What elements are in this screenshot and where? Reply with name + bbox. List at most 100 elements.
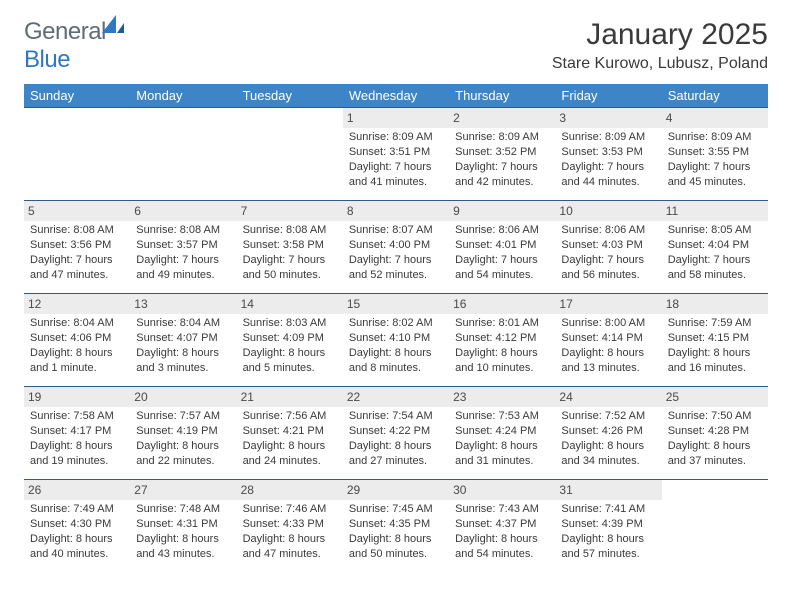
day-number: 18: [662, 294, 768, 314]
daylight-text: Daylight: 8 hours: [30, 346, 124, 361]
daylight-text: and 54 minutes.: [455, 268, 549, 283]
calendar-cell: 26Sunrise: 7:49 AMSunset: 4:30 PMDayligh…: [24, 480, 130, 573]
month-title: January 2025: [552, 18, 768, 51]
col-monday: Monday: [130, 84, 236, 108]
calendar-cell: 9Sunrise: 8:06 AMSunset: 4:01 PMDaylight…: [449, 201, 555, 294]
sunrise-text: Sunrise: 7:56 AM: [243, 409, 337, 424]
col-thursday: Thursday: [449, 84, 555, 108]
daylight-text: Daylight: 8 hours: [136, 532, 230, 547]
sunrise-text: Sunrise: 7:50 AM: [668, 409, 762, 424]
calendar-week: 5Sunrise: 8:08 AMSunset: 3:56 PMDaylight…: [24, 201, 768, 294]
daylight-text: Daylight: 8 hours: [243, 346, 337, 361]
daylight-text: and 27 minutes.: [349, 454, 443, 469]
day-number: 25: [662, 387, 768, 407]
sunset-text: Sunset: 4:39 PM: [561, 517, 655, 532]
day-number: [237, 108, 343, 128]
calendar-cell: 20Sunrise: 7:57 AMSunset: 4:19 PMDayligh…: [130, 387, 236, 480]
day-number: 7: [237, 201, 343, 221]
calendar-cell: [237, 108, 343, 201]
sunset-text: Sunset: 4:37 PM: [455, 517, 549, 532]
sunrise-text: Sunrise: 8:03 AM: [243, 316, 337, 331]
sunrise-text: Sunrise: 7:54 AM: [349, 409, 443, 424]
calendar-cell: 16Sunrise: 8:01 AMSunset: 4:12 PMDayligh…: [449, 294, 555, 387]
title-block: January 2025 Stare Kurowo, Lubusz, Polan…: [552, 18, 768, 73]
day-number: 16: [449, 294, 555, 314]
day-number: 20: [130, 387, 236, 407]
daylight-text: Daylight: 7 hours: [455, 253, 549, 268]
calendar-cell: 3Sunrise: 8:09 AMSunset: 3:53 PMDaylight…: [555, 108, 661, 201]
daylight-text: and 40 minutes.: [30, 547, 124, 562]
day-number: [24, 108, 130, 128]
sunset-text: Sunset: 3:57 PM: [136, 238, 230, 253]
calendar-cell: 31Sunrise: 7:41 AMSunset: 4:39 PMDayligh…: [555, 480, 661, 573]
calendar-cell: 4Sunrise: 8:09 AMSunset: 3:55 PMDaylight…: [662, 108, 768, 201]
sunset-text: Sunset: 4:04 PM: [668, 238, 762, 253]
daylight-text: Daylight: 7 hours: [455, 160, 549, 175]
day-number: 12: [24, 294, 130, 314]
daylight-text: and 34 minutes.: [561, 454, 655, 469]
daylight-text: and 56 minutes.: [561, 268, 655, 283]
sunrise-text: Sunrise: 8:02 AM: [349, 316, 443, 331]
daylight-text: Daylight: 7 hours: [668, 160, 762, 175]
sunrise-text: Sunrise: 8:06 AM: [455, 223, 549, 238]
day-number: 2: [449, 108, 555, 128]
daylight-text: and 10 minutes.: [455, 361, 549, 376]
day-number: 10: [555, 201, 661, 221]
calendar-page: GeneralBlue January 2025 Stare Kurowo, L…: [0, 0, 792, 612]
sunset-text: Sunset: 4:03 PM: [561, 238, 655, 253]
calendar-cell: 11Sunrise: 8:05 AMSunset: 4:04 PMDayligh…: [662, 201, 768, 294]
col-wednesday: Wednesday: [343, 84, 449, 108]
day-number: 19: [24, 387, 130, 407]
daylight-text: Daylight: 7 hours: [349, 253, 443, 268]
daylight-text: Daylight: 7 hours: [668, 253, 762, 268]
calendar-cell: 14Sunrise: 8:03 AMSunset: 4:09 PMDayligh…: [237, 294, 343, 387]
daylight-text: Daylight: 8 hours: [243, 532, 337, 547]
daylight-text: Daylight: 8 hours: [349, 439, 443, 454]
daylight-text: Daylight: 7 hours: [30, 253, 124, 268]
calendar-cell: [24, 108, 130, 201]
day-number: 28: [237, 480, 343, 500]
day-number: 31: [555, 480, 661, 500]
day-number: 21: [237, 387, 343, 407]
col-sunday: Sunday: [24, 84, 130, 108]
daylight-text: and 37 minutes.: [668, 454, 762, 469]
day-number: 14: [237, 294, 343, 314]
daylight-text: and 47 minutes.: [30, 268, 124, 283]
calendar-cell: 1Sunrise: 8:09 AMSunset: 3:51 PMDaylight…: [343, 108, 449, 201]
daylight-text: and 22 minutes.: [136, 454, 230, 469]
sunset-text: Sunset: 4:14 PM: [561, 331, 655, 346]
sail-icon: [102, 12, 124, 39]
sunrise-text: Sunrise: 8:09 AM: [349, 130, 443, 145]
daylight-text: and 54 minutes.: [455, 547, 549, 562]
sunset-text: Sunset: 4:17 PM: [30, 424, 124, 439]
daylight-text: and 16 minutes.: [668, 361, 762, 376]
calendar-cell: 2Sunrise: 8:09 AMSunset: 3:52 PMDaylight…: [449, 108, 555, 201]
sunset-text: Sunset: 4:12 PM: [455, 331, 549, 346]
day-number: 23: [449, 387, 555, 407]
day-number: [130, 108, 236, 128]
day-number: 29: [343, 480, 449, 500]
sunset-text: Sunset: 4:30 PM: [30, 517, 124, 532]
calendar-cell: 30Sunrise: 7:43 AMSunset: 4:37 PMDayligh…: [449, 480, 555, 573]
calendar-cell: 7Sunrise: 8:08 AMSunset: 3:58 PMDaylight…: [237, 201, 343, 294]
sunrise-text: Sunrise: 7:45 AM: [349, 502, 443, 517]
sunset-text: Sunset: 4:26 PM: [561, 424, 655, 439]
calendar-header-row: Sunday Monday Tuesday Wednesday Thursday…: [24, 84, 768, 108]
sunrise-text: Sunrise: 8:04 AM: [136, 316, 230, 331]
sunrise-text: Sunrise: 7:46 AM: [243, 502, 337, 517]
calendar-cell: 21Sunrise: 7:56 AMSunset: 4:21 PMDayligh…: [237, 387, 343, 480]
sunrise-text: Sunrise: 7:41 AM: [561, 502, 655, 517]
sunrise-text: Sunrise: 8:09 AM: [455, 130, 549, 145]
daylight-text: and 19 minutes.: [30, 454, 124, 469]
daylight-text: Daylight: 7 hours: [561, 253, 655, 268]
sunset-text: Sunset: 4:07 PM: [136, 331, 230, 346]
daylight-text: Daylight: 8 hours: [668, 346, 762, 361]
daylight-text: and 8 minutes.: [349, 361, 443, 376]
sunrise-text: Sunrise: 7:57 AM: [136, 409, 230, 424]
daylight-text: and 52 minutes.: [349, 268, 443, 283]
daylight-text: and 45 minutes.: [668, 175, 762, 190]
daylight-text: Daylight: 8 hours: [455, 346, 549, 361]
day-number: 9: [449, 201, 555, 221]
calendar-cell: 28Sunrise: 7:46 AMSunset: 4:33 PMDayligh…: [237, 480, 343, 573]
day-number: 11: [662, 201, 768, 221]
